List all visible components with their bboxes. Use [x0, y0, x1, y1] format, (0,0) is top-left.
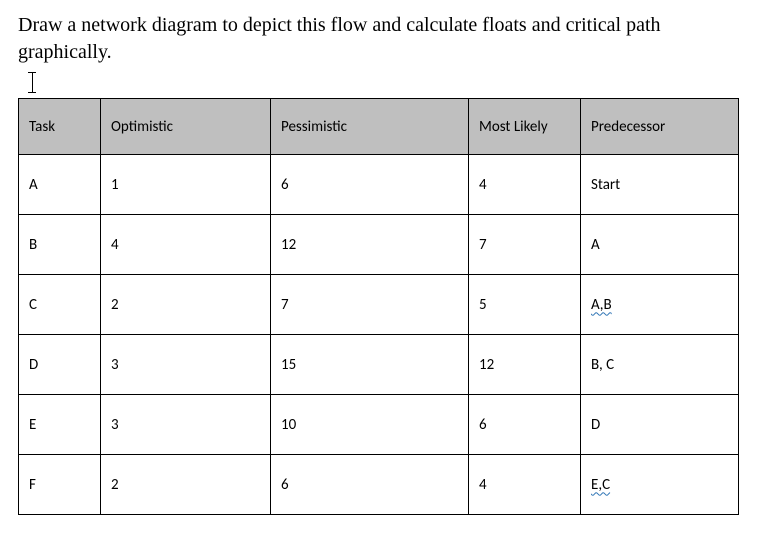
table-row: D 3 15 12 B, C [19, 335, 739, 395]
cell-pes: 7 [271, 275, 469, 335]
cell-ml-value: 12 [479, 356, 494, 374]
cell-ml-value: 4 [479, 176, 487, 194]
cell-opt-value: 2 [111, 296, 119, 314]
cell-pes-value: 15 [281, 356, 296, 374]
cell-pes: 15 [271, 335, 469, 395]
prompt-line-1: Draw a network diagram to depict this fl… [18, 14, 661, 36]
cell-task-value: E [29, 416, 36, 434]
cell-pred: A,B [581, 275, 739, 335]
col-header-mostlikely: Most Likely [469, 99, 581, 155]
cell-ml: 12 [469, 335, 581, 395]
cell-pred: B, C [581, 335, 739, 395]
cell-ml: 7 [469, 215, 581, 275]
cell-opt-value: 3 [111, 416, 119, 434]
cell-task-value: D [29, 356, 38, 374]
cell-pes: 10 [271, 395, 469, 455]
cell-pes-value: 6 [281, 176, 289, 194]
cell-task: A [19, 155, 101, 215]
cell-pes-value: 7 [281, 296, 289, 314]
cell-task: D [19, 335, 101, 395]
cell-pred-value: A [591, 236, 600, 254]
cell-pred: Start [581, 155, 739, 215]
cell-task-value: F [29, 476, 36, 494]
cell-ml: 6 [469, 395, 581, 455]
table-header-row: Task Optimistic Pessimistic Most Likely … [19, 99, 739, 155]
cell-pes: 6 [271, 455, 469, 515]
cell-task: C [19, 275, 101, 335]
cell-pred-value: D [591, 416, 600, 434]
cell-ml: 5 [469, 275, 581, 335]
text-cursor-icon [32, 72, 33, 92]
cell-opt: 3 [101, 395, 271, 455]
prompt-line-2: graphically. [18, 41, 112, 63]
table-row: E 3 10 6 D [19, 395, 739, 455]
cell-pes: 6 [271, 155, 469, 215]
cell-opt: 2 [101, 455, 271, 515]
table-row: B 4 12 7 A [19, 215, 739, 275]
cell-pred-value: E,C [591, 476, 610, 494]
table-row: C 2 7 5 A,B [19, 275, 739, 335]
cell-opt-value: 4 [111, 236, 119, 254]
col-header-task: Task [19, 99, 101, 155]
cursor-cap-bottom [28, 92, 36, 93]
cell-pred: E,C [581, 455, 739, 515]
table-row: F 2 6 4 E,C [19, 455, 739, 515]
cell-opt: 2 [101, 275, 271, 335]
table-row: A 1 6 4 Start [19, 155, 739, 215]
cell-pred-value: Start [591, 176, 620, 194]
col-header-predecessor: Predecessor [581, 99, 739, 155]
cell-pes-value: 10 [281, 416, 296, 434]
cell-task: E [19, 395, 101, 455]
cell-ml-value: 7 [479, 236, 487, 254]
cell-pred: D [581, 395, 739, 455]
cell-opt-value: 2 [111, 476, 119, 494]
cell-ml-value: 5 [479, 296, 487, 314]
col-header-optimistic: Optimistic [101, 99, 271, 155]
col-header-pessimistic: Pessimistic [271, 99, 469, 155]
cell-task-value: B [29, 236, 37, 254]
cell-pred-value: A,B [591, 296, 612, 314]
cell-task: F [19, 455, 101, 515]
cell-ml: 4 [469, 155, 581, 215]
table-body: A 1 6 4 Start B 4 12 7 A C 2 7 5 A,B D 3 15 12 B, C E 3 10 6 D F 2… [19, 155, 739, 515]
question-prompt: Draw a network diagram to depict this fl… [18, 12, 741, 66]
cell-opt-value: 1 [111, 176, 119, 194]
task-table: Task Optimistic Pessimistic Most Likely … [18, 98, 739, 515]
cell-pred: A [581, 215, 739, 275]
cell-task-value: C [29, 296, 37, 314]
cell-pes-value: 6 [281, 476, 289, 494]
text-cursor-region [32, 72, 741, 94]
cell-opt-value: 3 [111, 356, 119, 374]
cell-pes-value: 12 [281, 236, 296, 254]
cell-pes: 12 [271, 215, 469, 275]
cell-ml-value: 4 [479, 476, 487, 494]
cell-opt: 1 [101, 155, 271, 215]
cell-task-value: A [29, 176, 38, 194]
cell-ml: 4 [469, 455, 581, 515]
cell-opt: 4 [101, 215, 271, 275]
cell-task: B [19, 215, 101, 275]
cell-opt: 3 [101, 335, 271, 395]
cell-ml-value: 6 [479, 416, 487, 434]
cell-pred-value: B, C [591, 356, 614, 374]
